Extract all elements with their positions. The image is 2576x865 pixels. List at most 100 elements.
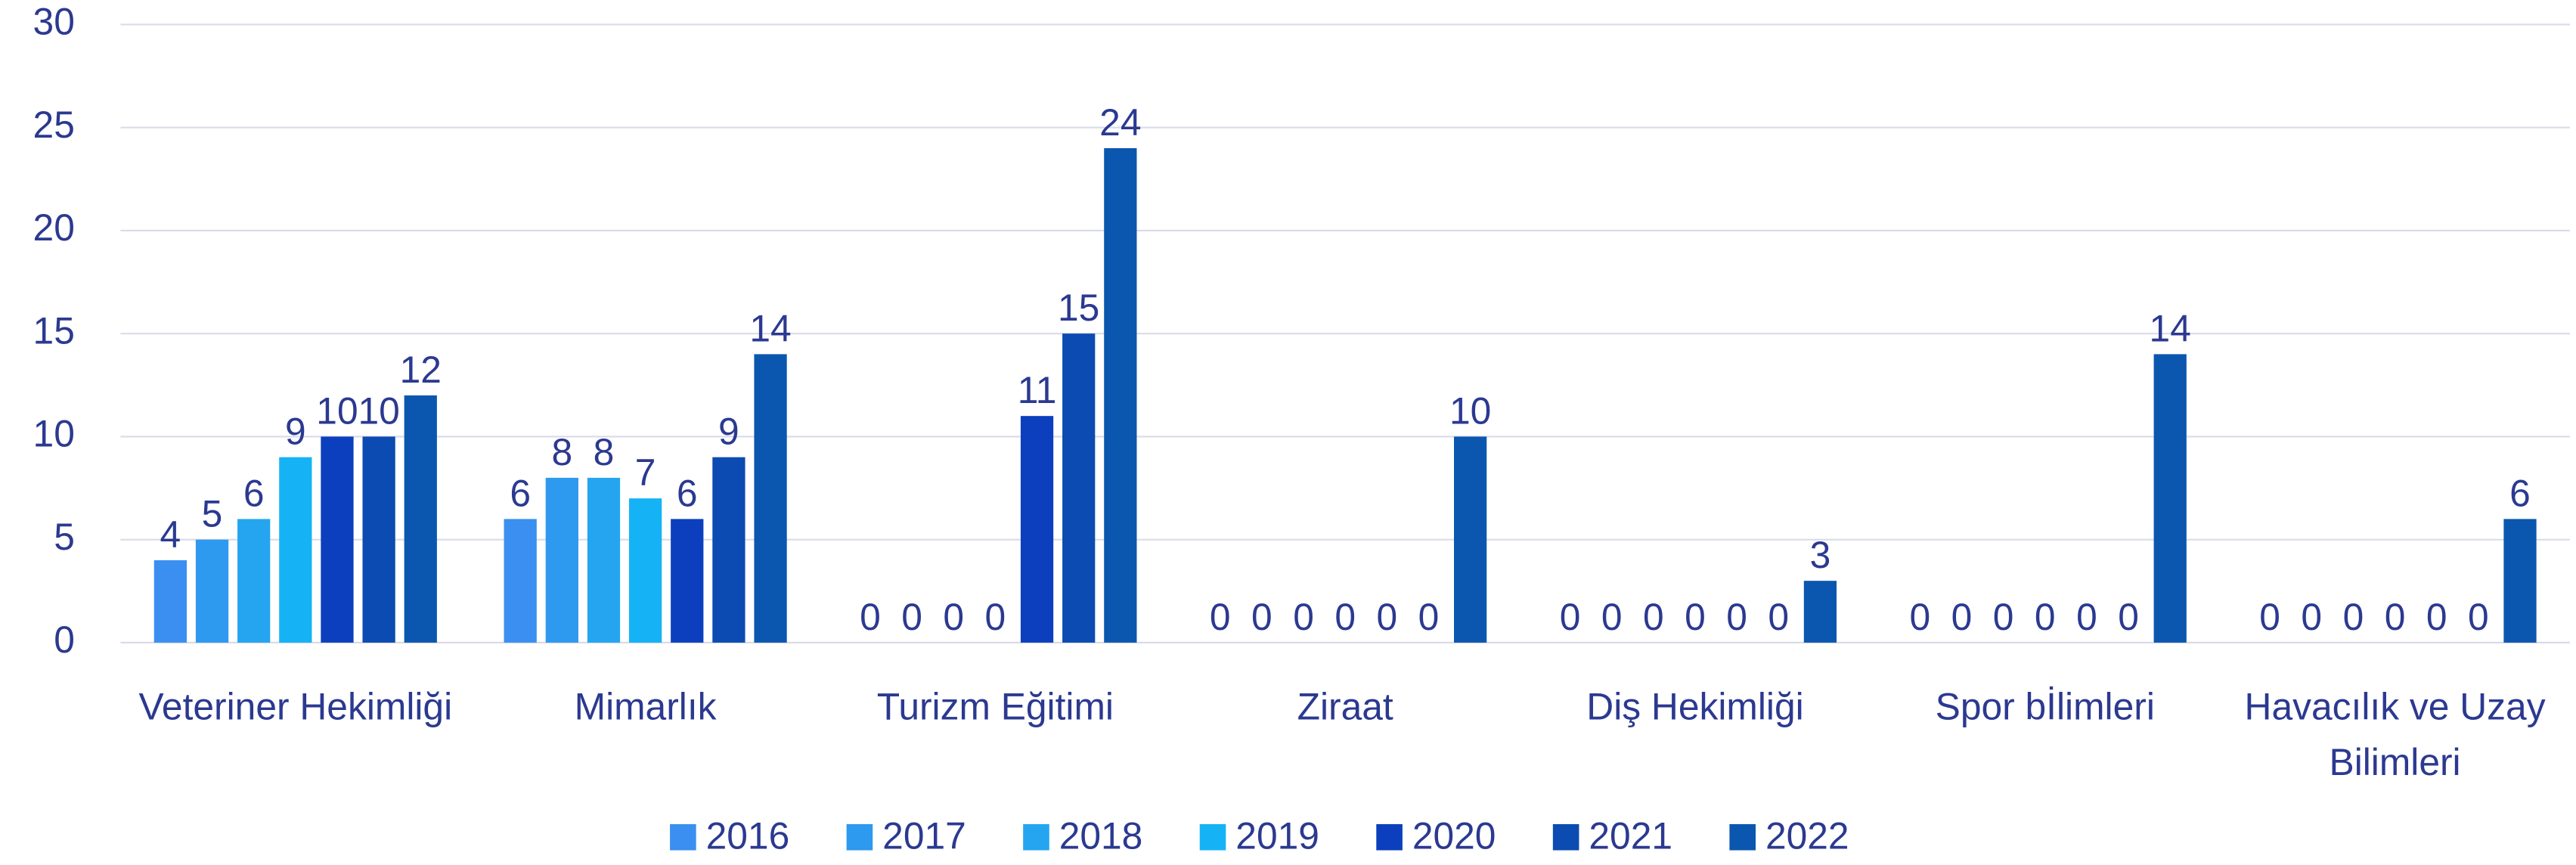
legend-swatch bbox=[846, 823, 873, 851]
data-label: 11 bbox=[1018, 369, 1057, 411]
bar bbox=[404, 395, 437, 643]
x-tick-label: Havacılık ve Uzay Bilimleri bbox=[2244, 685, 2546, 783]
data-label: 8 bbox=[551, 431, 572, 473]
data-label: 0 bbox=[985, 596, 1006, 638]
data-label: 0 bbox=[1418, 596, 1440, 638]
data-label: 0 bbox=[2118, 596, 2139, 638]
data-label: 6 bbox=[510, 472, 531, 514]
bar bbox=[2503, 519, 2537, 643]
data-label: 0 bbox=[1251, 596, 1273, 638]
data-label: 0 bbox=[1685, 596, 1706, 638]
bar bbox=[671, 519, 704, 643]
y-tick-label: 30 bbox=[33, 1, 75, 43]
data-label: 0 bbox=[901, 596, 922, 638]
x-tick-label: Mimarlık bbox=[574, 685, 717, 728]
x-label-box: Spor bİlimleri bbox=[1935, 685, 2155, 728]
data-label: 0 bbox=[1910, 596, 1931, 638]
data-label: 0 bbox=[860, 596, 881, 638]
x-tick-label: Turizm Eğitimi bbox=[876, 685, 1114, 728]
data-label: 0 bbox=[1334, 596, 1356, 638]
data-label: 0 bbox=[1560, 596, 1581, 638]
bar bbox=[1062, 333, 1096, 643]
bar bbox=[754, 354, 787, 643]
data-label: 10 bbox=[358, 389, 399, 432]
bar bbox=[628, 498, 662, 643]
y-tick-label: 25 bbox=[33, 104, 75, 146]
data-label: 9 bbox=[285, 411, 306, 453]
legend-swatch bbox=[1199, 823, 1226, 851]
x-label-box: Turizm Eğitimi bbox=[876, 685, 1114, 728]
data-label: 0 bbox=[1601, 596, 1623, 638]
data-label: 0 bbox=[2259, 596, 2280, 638]
y-tick-label: 10 bbox=[33, 413, 75, 455]
legend-label: 2016 bbox=[706, 815, 790, 857]
x-label-box: Havacılık ve Uzay Bilimleri bbox=[2244, 685, 2546, 783]
bar bbox=[153, 560, 188, 643]
data-label: 0 bbox=[1951, 596, 1973, 638]
data-label: 0 bbox=[1377, 596, 1398, 638]
data-label: 4 bbox=[160, 513, 181, 556]
x-label-box: Diş Hekimliği bbox=[1586, 685, 1804, 728]
data-label: 0 bbox=[943, 596, 964, 638]
data-label: 24 bbox=[1099, 101, 1141, 144]
legend-swatch bbox=[1729, 823, 1756, 851]
legend-label: 2022 bbox=[1765, 815, 1849, 857]
bar bbox=[1803, 581, 1837, 643]
y-tick-label: 0 bbox=[54, 619, 75, 661]
data-label: 3 bbox=[1810, 534, 1831, 576]
bar bbox=[1104, 147, 1137, 643]
data-label: 12 bbox=[400, 349, 442, 391]
data-label: 0 bbox=[2468, 596, 2489, 638]
bar bbox=[545, 477, 578, 643]
data-label: 10 bbox=[316, 389, 358, 432]
data-label: 0 bbox=[1210, 596, 1231, 638]
data-label: 6 bbox=[2509, 472, 2531, 514]
x-label-box: Veteriner Hekimliği bbox=[138, 685, 453, 728]
data-label: 9 bbox=[718, 411, 739, 453]
bar bbox=[237, 519, 271, 643]
data-label: 10 bbox=[1449, 389, 1491, 432]
bar bbox=[362, 436, 395, 643]
y-tick-label: 5 bbox=[54, 516, 75, 558]
y-tick-label: 15 bbox=[33, 309, 75, 352]
x-label-box: Ziraat bbox=[1297, 685, 1393, 727]
data-label: 0 bbox=[1643, 596, 1664, 638]
bar bbox=[504, 519, 537, 643]
data-label: 0 bbox=[2426, 596, 2447, 638]
legend-swatch bbox=[1023, 823, 1049, 851]
data-label: 14 bbox=[749, 307, 791, 349]
data-label: 0 bbox=[1993, 596, 2014, 638]
legend-label: 2021 bbox=[1589, 815, 1672, 857]
legend-swatch bbox=[670, 823, 696, 851]
data-label: 6 bbox=[677, 472, 698, 514]
data-label: 0 bbox=[2343, 596, 2364, 638]
x-tick-label: Spor bİlimleri bbox=[1935, 685, 2155, 728]
bar bbox=[1020, 416, 1054, 643]
data-label: 0 bbox=[2301, 596, 2322, 638]
bar bbox=[279, 457, 312, 643]
legend-label: 2017 bbox=[882, 815, 966, 857]
data-label: 6 bbox=[243, 472, 265, 514]
x-tick-label: Veteriner Hekimliği bbox=[138, 685, 453, 728]
bar bbox=[195, 539, 229, 643]
legend-label: 2020 bbox=[1412, 815, 1496, 857]
data-label: 0 bbox=[2035, 596, 2056, 638]
data-label: 0 bbox=[2076, 596, 2097, 638]
bar bbox=[712, 457, 746, 643]
bar bbox=[321, 436, 354, 643]
data-label: 0 bbox=[2385, 596, 2406, 638]
legend-swatch bbox=[1552, 823, 1579, 851]
y-tick-label: 20 bbox=[33, 206, 75, 249]
data-label: 0 bbox=[1726, 596, 1747, 638]
bar bbox=[2153, 354, 2187, 643]
data-label: 8 bbox=[594, 431, 615, 473]
x-tick-label: Diş Hekimliği bbox=[1586, 685, 1804, 728]
data-label: 5 bbox=[202, 493, 223, 535]
legend-label: 2018 bbox=[1059, 815, 1143, 857]
data-label: 0 bbox=[1293, 596, 1314, 638]
data-label: 15 bbox=[1058, 287, 1099, 329]
data-label: 14 bbox=[2150, 307, 2191, 349]
data-label: 0 bbox=[1768, 596, 1789, 638]
x-label-box: Mimarlık bbox=[574, 685, 717, 728]
